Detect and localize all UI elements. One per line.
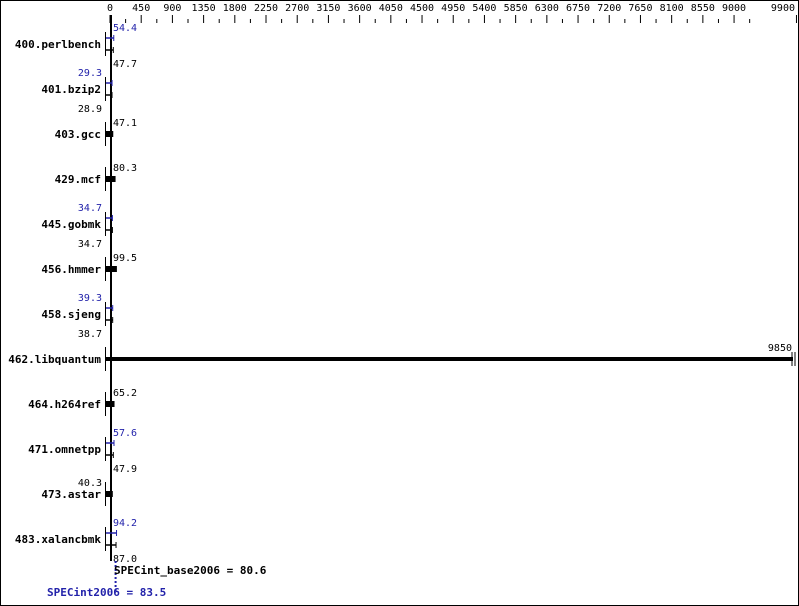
category-label: 458.sjeng (41, 308, 101, 321)
x-tick-label: 7650 (628, 3, 652, 14)
x-tick-label: 5400 (472, 3, 496, 14)
peak-value-label: 29.3 (78, 68, 102, 79)
base-bar (106, 266, 117, 272)
x-tick-label: 1800 (223, 3, 247, 14)
base-value-label: 99.5 (113, 253, 137, 264)
category-label: 400.perlbench (15, 38, 101, 51)
peak-value-label: 39.3 (78, 293, 102, 304)
x-tick-label: 2700 (285, 3, 309, 14)
base-bar (106, 357, 793, 361)
x-tick-label: 9000 (722, 3, 746, 14)
x-tick-label: 5850 (504, 3, 528, 14)
base-bar (106, 491, 113, 497)
base-value-label: 87.0 (113, 554, 137, 565)
base-value-label: 40.3 (78, 478, 102, 489)
base-value-label: 28.9 (78, 104, 102, 115)
x-tick-label: 1350 (192, 3, 216, 14)
x-tick-label: 6750 (566, 3, 590, 14)
base-bar (106, 176, 116, 182)
x-tick-label: 4050 (379, 3, 403, 14)
base-value-label: 47.9 (113, 464, 137, 475)
category-label: 445.gobmk (41, 218, 101, 231)
x-tick-label: 7200 (597, 3, 621, 14)
peak-value-label: 34.7 (78, 203, 102, 214)
category-label: 471.omnetpp (28, 443, 101, 456)
base-bar (106, 131, 114, 137)
category-label: 429.mcf (55, 173, 101, 186)
peak-value-label: 94.2 (113, 518, 137, 529)
base-value-label: 47.1 (113, 118, 137, 129)
x-tick-label: 4500 (410, 3, 434, 14)
x-tick-label: 3150 (316, 3, 340, 14)
x-tick-label: 8100 (660, 3, 684, 14)
base-bar (106, 401, 115, 407)
category-label: 401.bzip2 (41, 83, 101, 96)
base-value-label: 65.2 (113, 388, 137, 399)
x-tick-label: 900 (163, 3, 181, 14)
category-label: 483.xalancbmk (15, 533, 101, 546)
base-value-label: 34.7 (78, 239, 102, 250)
category-label: 464.h264ref (28, 398, 101, 411)
base-value-label: 9850 (768, 343, 792, 354)
peak-value-label: 57.6 (113, 428, 137, 439)
summary-peak-label: SPECint2006 = 83.5 (47, 586, 167, 599)
x-tick-label: 3600 (348, 3, 372, 14)
x-tick-label: 9900 (771, 3, 795, 14)
x-tick-label: 450 (132, 3, 150, 14)
base-value-label: 47.7 (113, 59, 137, 70)
category-label: 473.astar (41, 488, 101, 501)
x-tick-label: 2250 (254, 3, 278, 14)
category-label: 462.libquantum (8, 353, 101, 366)
category-label: 403.gcc (55, 128, 101, 141)
base-value-label: 80.3 (113, 163, 137, 174)
base-value-label: 38.7 (78, 329, 102, 340)
x-tick-label: 6300 (535, 3, 559, 14)
x-tick-label: 8550 (691, 3, 715, 14)
peak-value-label: 54.4 (113, 23, 137, 34)
category-label: 456.hmmer (41, 263, 101, 276)
x-tick-label: 0 (107, 3, 113, 14)
summary-base-label: SPECint_base2006 = 80.6 (114, 564, 267, 577)
x-tick-label: 4950 (441, 3, 465, 14)
